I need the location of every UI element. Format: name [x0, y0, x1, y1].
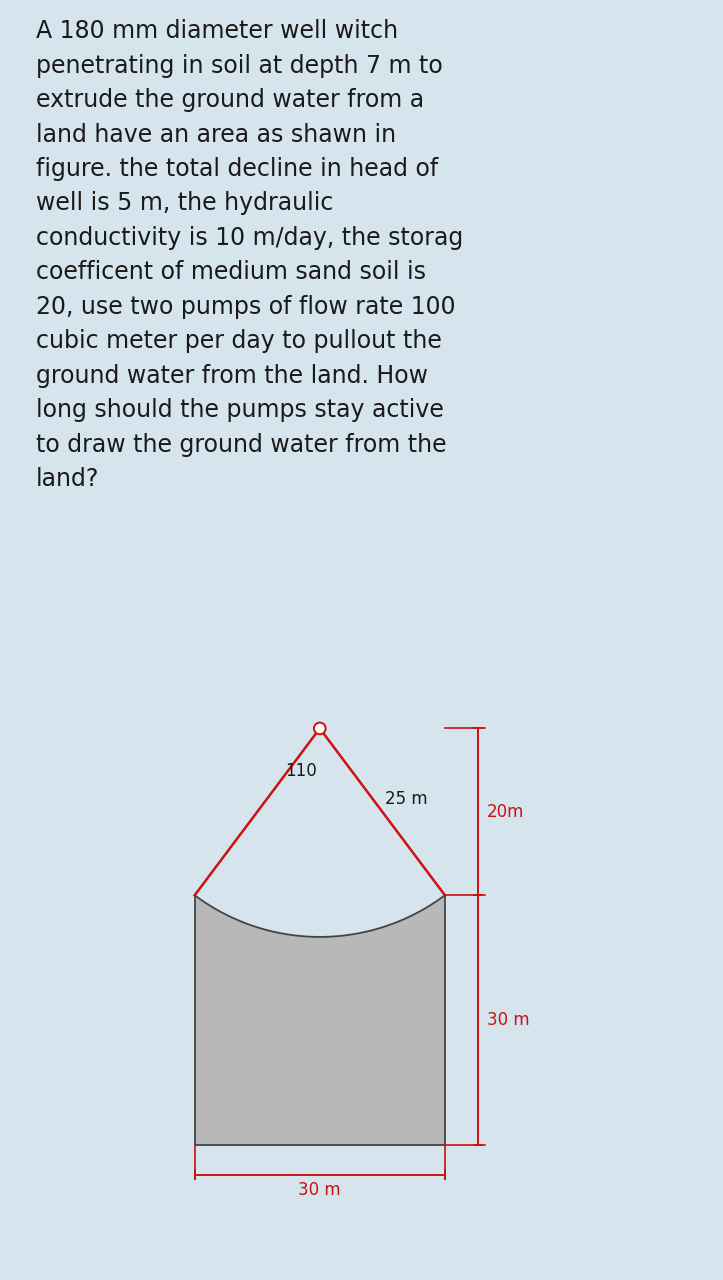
Polygon shape	[194, 895, 445, 1146]
Text: 30 m: 30 m	[487, 1011, 529, 1029]
Text: 30 m: 30 m	[299, 1181, 341, 1199]
Text: 110: 110	[286, 762, 317, 780]
Text: 20m: 20m	[487, 803, 524, 820]
Text: 25 m: 25 m	[385, 790, 427, 808]
Text: A 180 mm diameter well witch
penetrating in soil at depth 7 m to
extrude the gro: A 180 mm diameter well witch penetrating…	[36, 19, 463, 492]
Circle shape	[314, 723, 325, 735]
